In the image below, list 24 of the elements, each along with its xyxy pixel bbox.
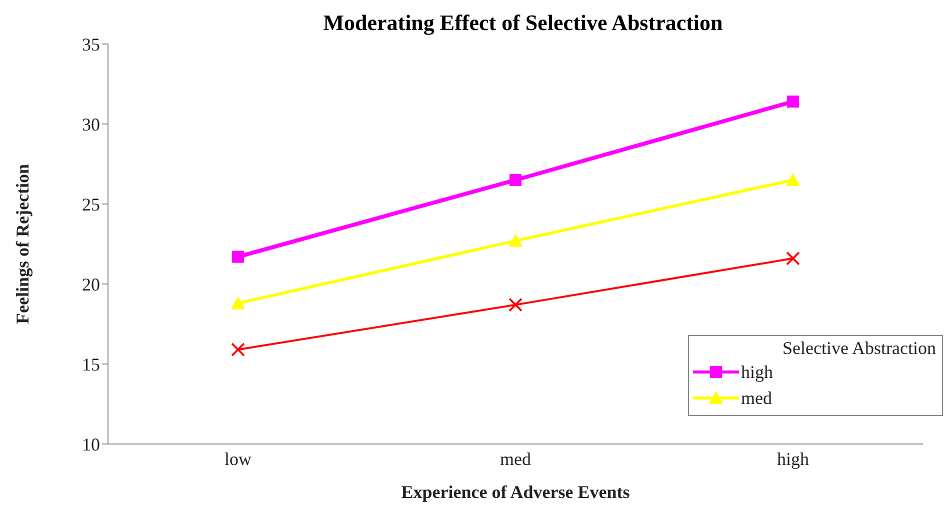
point: [231, 342, 245, 357]
y-tick-label: 25: [82, 194, 100, 214]
legend-label: med: [741, 388, 772, 408]
point: [232, 250, 244, 263]
point: [510, 174, 522, 186]
y-tick-label: 15: [82, 354, 100, 374]
chart-title: Moderating Effect of Selective Abstraction: [322, 10, 724, 36]
y-tick-label: 30: [82, 114, 100, 134]
legend-title: Selective Abstraction: [782, 338, 936, 359]
y-axis-title: Feelings of Rejection: [12, 164, 32, 324]
point: [786, 173, 800, 186]
point: [231, 296, 245, 310]
point: [787, 96, 799, 108]
point: [508, 298, 522, 312]
point: [786, 251, 800, 266]
x-tick-label: low: [224, 448, 252, 469]
y-tick-label: 10: [82, 434, 100, 454]
y-tick-label: 20: [82, 274, 100, 294]
point: [508, 234, 522, 247]
x-axis-title: Experience of Adverse Events: [401, 482, 630, 502]
legend-label: high: [741, 362, 774, 382]
x-tick-label: high: [776, 448, 810, 469]
x-tick-label: med: [500, 448, 531, 469]
y-tick-label: 35: [82, 34, 100, 54]
